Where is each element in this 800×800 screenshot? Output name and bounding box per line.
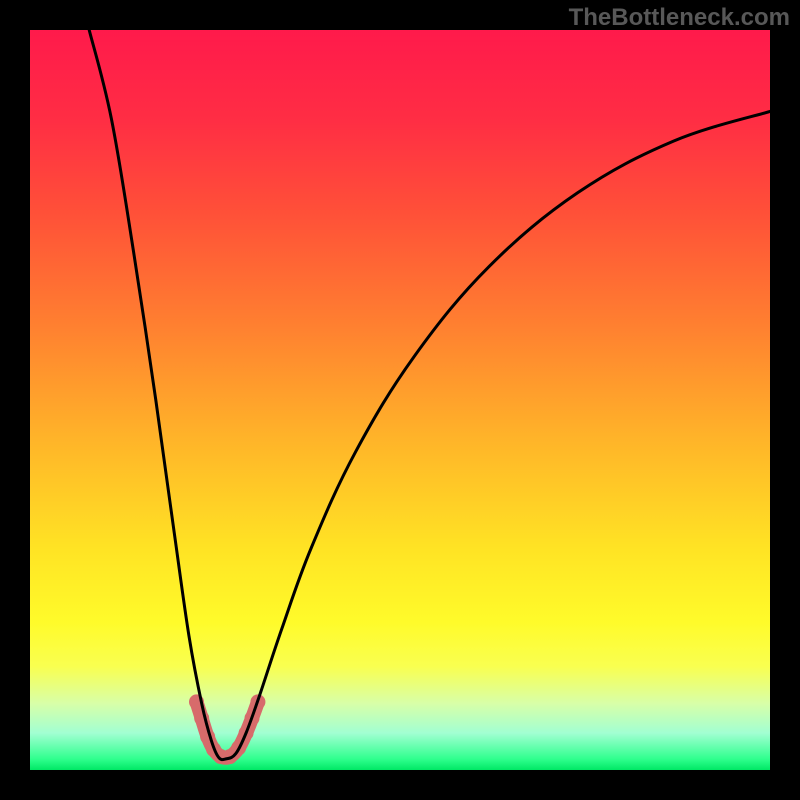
chart-frame: TheBottleneck.com: [0, 0, 800, 800]
watermark-text: TheBottleneck.com: [569, 4, 790, 32]
plot-area: [30, 30, 770, 770]
gradient-background: [30, 30, 770, 770]
chart-svg: [30, 30, 770, 770]
